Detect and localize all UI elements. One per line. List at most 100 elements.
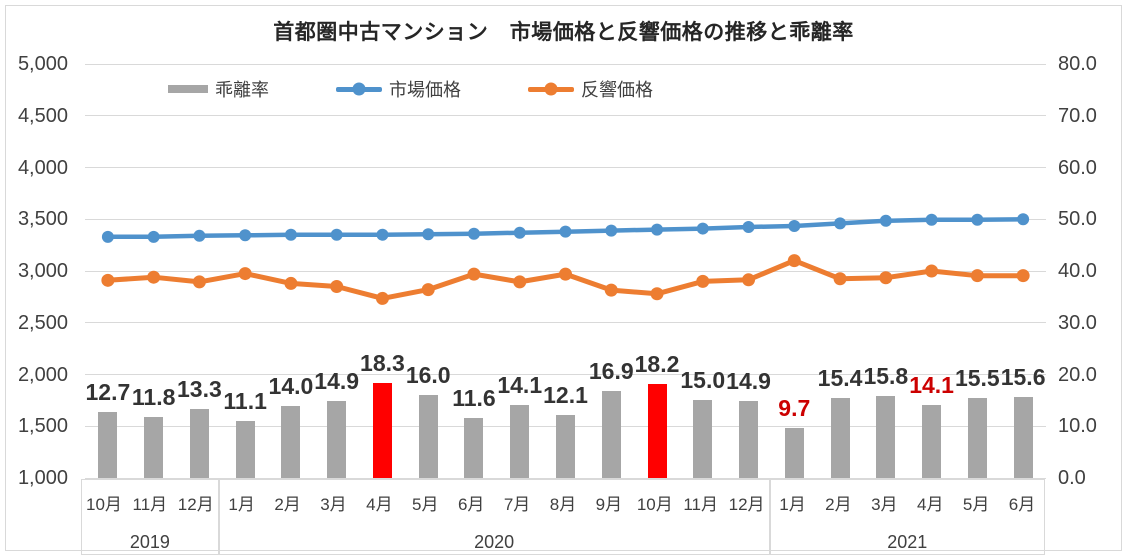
x-axis-month-label: 12月	[728, 495, 765, 514]
left-axis-tick-label: 5,000	[17, 53, 68, 75]
x-axis-month-label: 12月	[177, 495, 214, 514]
x-axis-month-label: 4月	[366, 495, 393, 514]
divergence-rate-value-label: 15.5	[954, 364, 1000, 391]
divergence-rate-bar	[739, 400, 759, 478]
legend-item-market-price: 市場価格	[336, 78, 461, 100]
legend-label-response-price: 反響価格	[581, 80, 653, 100]
divergence-rate-bar	[556, 415, 575, 478]
divergence-rate-bar	[967, 397, 987, 478]
response-price-point	[147, 270, 161, 284]
divergence-rate-value-label: 11.8	[131, 383, 176, 410]
divergence-rate-bar	[281, 405, 301, 478]
divergence-rate-value-label: 14.1	[497, 372, 543, 399]
right-axis-tick-label: 50.0	[1058, 208, 1097, 231]
response-price-point	[604, 283, 618, 297]
x-axis-month-label: 11月	[132, 495, 168, 514]
market-price-point	[284, 228, 297, 241]
market-price-point	[467, 227, 480, 240]
x-axis-month-label: 3月	[871, 495, 898, 514]
left-axis-tick-label: 3,500	[17, 208, 68, 231]
gridline	[85, 477, 1046, 479]
market-price-point	[696, 222, 709, 235]
market-price-point	[651, 223, 664, 236]
divergence-rate-value-label: 18.3	[360, 350, 405, 377]
market-price-line	[105, 217, 1026, 240]
right-axis-tick-label: 30.0	[1058, 311, 1097, 334]
divergence-rate-value-label: 11.1	[223, 387, 267, 414]
x-axis-year-group-box	[81, 479, 219, 555]
divergence-rate-bar	[876, 396, 896, 478]
market-price-point	[101, 230, 114, 243]
left-axis-tick-label: 4,500	[17, 104, 68, 127]
right-axis-tick-label: 80.0	[1058, 53, 1097, 75]
divergence-rate-value-label: 14.9	[314, 367, 360, 394]
legend-item-divergence: 乖離率	[168, 78, 269, 100]
divergence-rate-value-label: 14.1	[909, 372, 954, 399]
divergence-rate-bar	[647, 383, 667, 478]
gridline	[85, 270, 1046, 272]
right-axis-tick-label: 0.0	[1058, 467, 1086, 489]
x-axis-month-label: 2月	[274, 495, 301, 514]
left-axis-tick-label: 2,500	[17, 311, 68, 334]
gridline	[85, 115, 1046, 117]
divergence-rate-bar	[327, 400, 347, 478]
divergence-rate-value-label: 13.3	[177, 376, 222, 403]
divergence-rate-value-label: 14.9	[726, 367, 771, 394]
market-price-point	[559, 225, 572, 238]
x-axis-month-label: 10月	[85, 495, 122, 514]
market-price-point	[239, 229, 252, 242]
response-price-point	[742, 273, 756, 287]
left-axis-tick-label: 2,000	[17, 363, 68, 386]
market-price-point	[193, 229, 206, 242]
divergence-rate-bar	[601, 390, 621, 478]
divergence-rate-value-label: 12.7	[85, 379, 131, 406]
divergence-rate-value-label: 11.6	[452, 384, 496, 411]
divergence-rate-value-label: 15.6	[1000, 364, 1046, 391]
response-price-point	[696, 274, 710, 288]
divergence-rate-bar	[235, 420, 255, 478]
divergence-bar-swatch-icon	[168, 85, 208, 93]
response-price-point	[787, 254, 801, 268]
x-axis-month-label: 9月	[595, 495, 623, 514]
x-axis-month-label: 1月	[779, 495, 806, 514]
response-price-point	[284, 276, 298, 290]
x-axis-month-label: 6月	[457, 495, 485, 514]
x-axis-month-label: 5月	[412, 495, 439, 514]
divergence-rate-bar	[693, 400, 713, 478]
market-price-point	[788, 219, 801, 232]
x-axis-year-group-box	[218, 479, 770, 555]
divergence-rate-bar	[1013, 397, 1033, 478]
divergence-rate-bar	[922, 405, 942, 478]
response-price-point	[192, 275, 206, 289]
response-price-point	[421, 283, 435, 297]
right-axis-tick-label: 70.0	[1058, 104, 1097, 127]
divergence-rate-bar	[189, 409, 209, 478]
x-axis-month-label: 5月	[962, 495, 990, 514]
x-axis-year-label: 2021	[887, 532, 928, 552]
response-price-point	[101, 273, 115, 287]
x-axis-month-label: 8月	[549, 495, 577, 514]
divergence-rate-value-label: 15.8	[863, 363, 909, 390]
right-axis-tick-label: 20.0	[1058, 363, 1097, 386]
response-price-marker-icon	[544, 82, 558, 96]
response-price-point	[238, 267, 252, 281]
x-axis-month-label: 4月	[916, 495, 944, 514]
response-price-line-swatch-icon	[528, 82, 574, 96]
market-price-point	[971, 213, 984, 226]
divergence-rate-value-label: 18.2	[634, 350, 680, 377]
left-axis-tick-label: 4,000	[17, 156, 68, 179]
response-price-point	[650, 287, 664, 301]
market-price-point	[925, 213, 938, 226]
market-price-point	[742, 221, 755, 234]
divergence-rate-bar	[372, 383, 392, 478]
x-axis-month-label: 3月	[320, 495, 347, 514]
response-price-line	[105, 258, 1026, 301]
x-axis-month-label: 1月	[228, 495, 255, 514]
divergence-rate-value-label: 16.9	[588, 357, 634, 384]
gridline	[85, 322, 1046, 324]
divergence-rate-bar	[418, 395, 438, 478]
response-price-point	[330, 280, 344, 294]
left-axis-tick-label: 1,500	[17, 415, 68, 438]
gridline	[85, 218, 1046, 220]
